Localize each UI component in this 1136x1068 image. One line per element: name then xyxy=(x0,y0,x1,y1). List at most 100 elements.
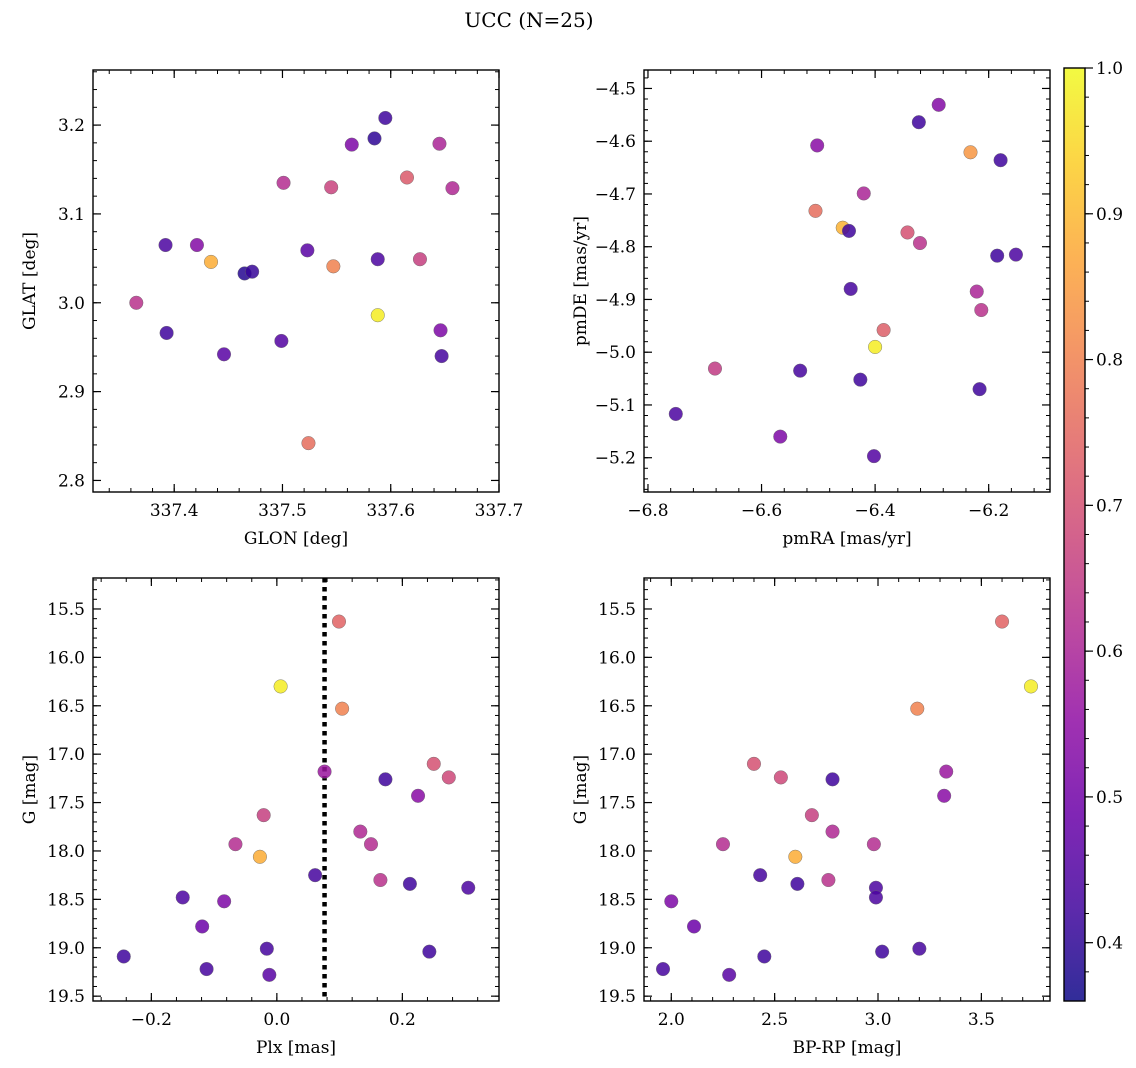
scatter-point xyxy=(757,949,772,964)
scatter-point xyxy=(995,614,1010,629)
scatter-point xyxy=(687,919,702,934)
scatter-points xyxy=(129,110,460,451)
scatter-point xyxy=(422,944,437,959)
scatter-point xyxy=(353,824,368,839)
y-tick-label: 19.0 xyxy=(598,939,636,959)
scatter-point xyxy=(159,325,174,340)
scatter-point xyxy=(722,967,737,982)
colorbar-tick-label: 0.9 xyxy=(1096,205,1123,225)
x-tick-label: −6.2 xyxy=(968,501,1009,521)
scatter-point xyxy=(175,890,190,905)
scatter-point xyxy=(788,849,803,864)
colorbar-tick-label: 0.5 xyxy=(1096,788,1123,808)
scatter-point xyxy=(969,284,984,299)
scatter-point xyxy=(433,323,448,338)
scatter-points xyxy=(656,614,1038,982)
scatter-point xyxy=(821,873,836,888)
scatter-point xyxy=(308,868,323,883)
y-tick-label: −4.7 xyxy=(595,185,636,205)
scatter-point xyxy=(259,941,274,956)
x-axis-label: pmRA [mas/yr] xyxy=(782,529,911,549)
x-axis-label: GLON [deg] xyxy=(244,529,348,549)
y-tick-label: 16.0 xyxy=(47,648,85,668)
scatter-point xyxy=(875,944,890,959)
y-tick-label: −5.2 xyxy=(595,449,636,469)
axes-frame xyxy=(643,69,1051,493)
scatter-point xyxy=(911,115,926,130)
y-tick-label: 18.5 xyxy=(47,890,85,910)
scatter-point xyxy=(262,967,277,982)
scatter-point xyxy=(843,281,858,296)
scatter-point xyxy=(656,962,671,977)
axes-frame xyxy=(92,577,500,1002)
y-tick-label: 16.5 xyxy=(47,697,85,717)
scatter-point xyxy=(866,449,881,464)
y-tick-label: 17.0 xyxy=(47,745,85,765)
x-axis-label: Plx [mas] xyxy=(256,1038,336,1058)
y-tick-label: 2.9 xyxy=(58,383,85,403)
scatter-point xyxy=(868,339,883,354)
scatter-point xyxy=(773,770,788,785)
scatter-point xyxy=(256,808,271,823)
y-tick-label: −5.1 xyxy=(595,396,636,416)
colorbar: 0.4 0.5 0.6 0.7 0.8 0.9 1.0 xyxy=(1063,59,1123,1002)
x-tick-label: 337.4 xyxy=(150,501,199,521)
scatter-point xyxy=(399,170,414,185)
x-tick-label: 337.6 xyxy=(366,501,415,521)
scatter-point xyxy=(367,131,382,146)
scatter-point xyxy=(363,837,378,852)
scatter-point xyxy=(370,308,385,323)
x-tick-label: −0.2 xyxy=(131,1010,172,1030)
scatter-point xyxy=(378,772,393,787)
scatter-point xyxy=(931,97,946,112)
scatter-point xyxy=(773,429,788,444)
figure-title: UCC (N=25) xyxy=(464,8,593,32)
scatter-point xyxy=(432,136,447,151)
y-tick-label: 17.5 xyxy=(47,794,85,814)
colorbar-gradient xyxy=(1064,68,1085,1001)
y-tick-label: 16.5 xyxy=(598,697,636,717)
scatter-point xyxy=(204,254,219,269)
scatter-point xyxy=(753,868,768,883)
scatter-point xyxy=(912,941,927,956)
scatter-point xyxy=(245,264,260,279)
y-axis-label: GLAT [deg] xyxy=(20,232,40,330)
colorbar-tick-label: 0.6 xyxy=(1096,642,1123,662)
scatter-point xyxy=(199,962,214,977)
scatter-point xyxy=(990,248,1005,263)
scatter-point xyxy=(326,259,341,274)
scatter-point xyxy=(217,347,232,362)
y-tick-label: 2.8 xyxy=(58,471,85,491)
y-axis-label: G [mag] xyxy=(20,755,40,824)
y-tick-label: 18.5 xyxy=(598,890,636,910)
scatter-point xyxy=(937,788,952,803)
scatter-point xyxy=(445,181,460,196)
y-tick-label: −4.9 xyxy=(595,290,636,310)
y-tick-label: −5.0 xyxy=(595,343,636,363)
scatter-point xyxy=(1023,679,1038,694)
scatter-point xyxy=(825,824,840,839)
x-tick-label: 337.5 xyxy=(258,501,307,521)
scatter-point xyxy=(707,361,722,376)
y-tick-label: 18.0 xyxy=(47,842,85,862)
scatter-point xyxy=(217,894,232,909)
y-tick-label: 19.0 xyxy=(47,939,85,959)
scatter-point xyxy=(331,614,346,629)
scatter-point xyxy=(804,808,819,823)
panel-bprp-g: 2.0 2.5 3.0 3.5 15.5 16.0 16.5 17.0 17.5 18.0 18.5… xyxy=(571,577,1051,1058)
y-tick-label: −4.8 xyxy=(595,238,636,258)
scatter-point xyxy=(993,153,1008,168)
x-tick-label: −6.8 xyxy=(627,501,668,521)
scatter-point xyxy=(252,849,267,864)
scatter-point xyxy=(668,406,683,421)
scatter-point xyxy=(344,137,359,152)
scatter-point xyxy=(868,890,883,905)
scatter-point xyxy=(324,180,339,195)
scatter-point xyxy=(866,837,881,852)
y-tick-label: 17.0 xyxy=(598,745,636,765)
scatter-point xyxy=(301,436,316,451)
panel-pmra-pmde: −6.8 −6.6 −6.4 −6.2 −5.2 −5.1 −5.0 −4.9 −4.8 −4.7… xyxy=(571,69,1051,549)
y-tick-label: 19.5 xyxy=(47,987,85,1007)
scatter-point xyxy=(810,138,825,153)
